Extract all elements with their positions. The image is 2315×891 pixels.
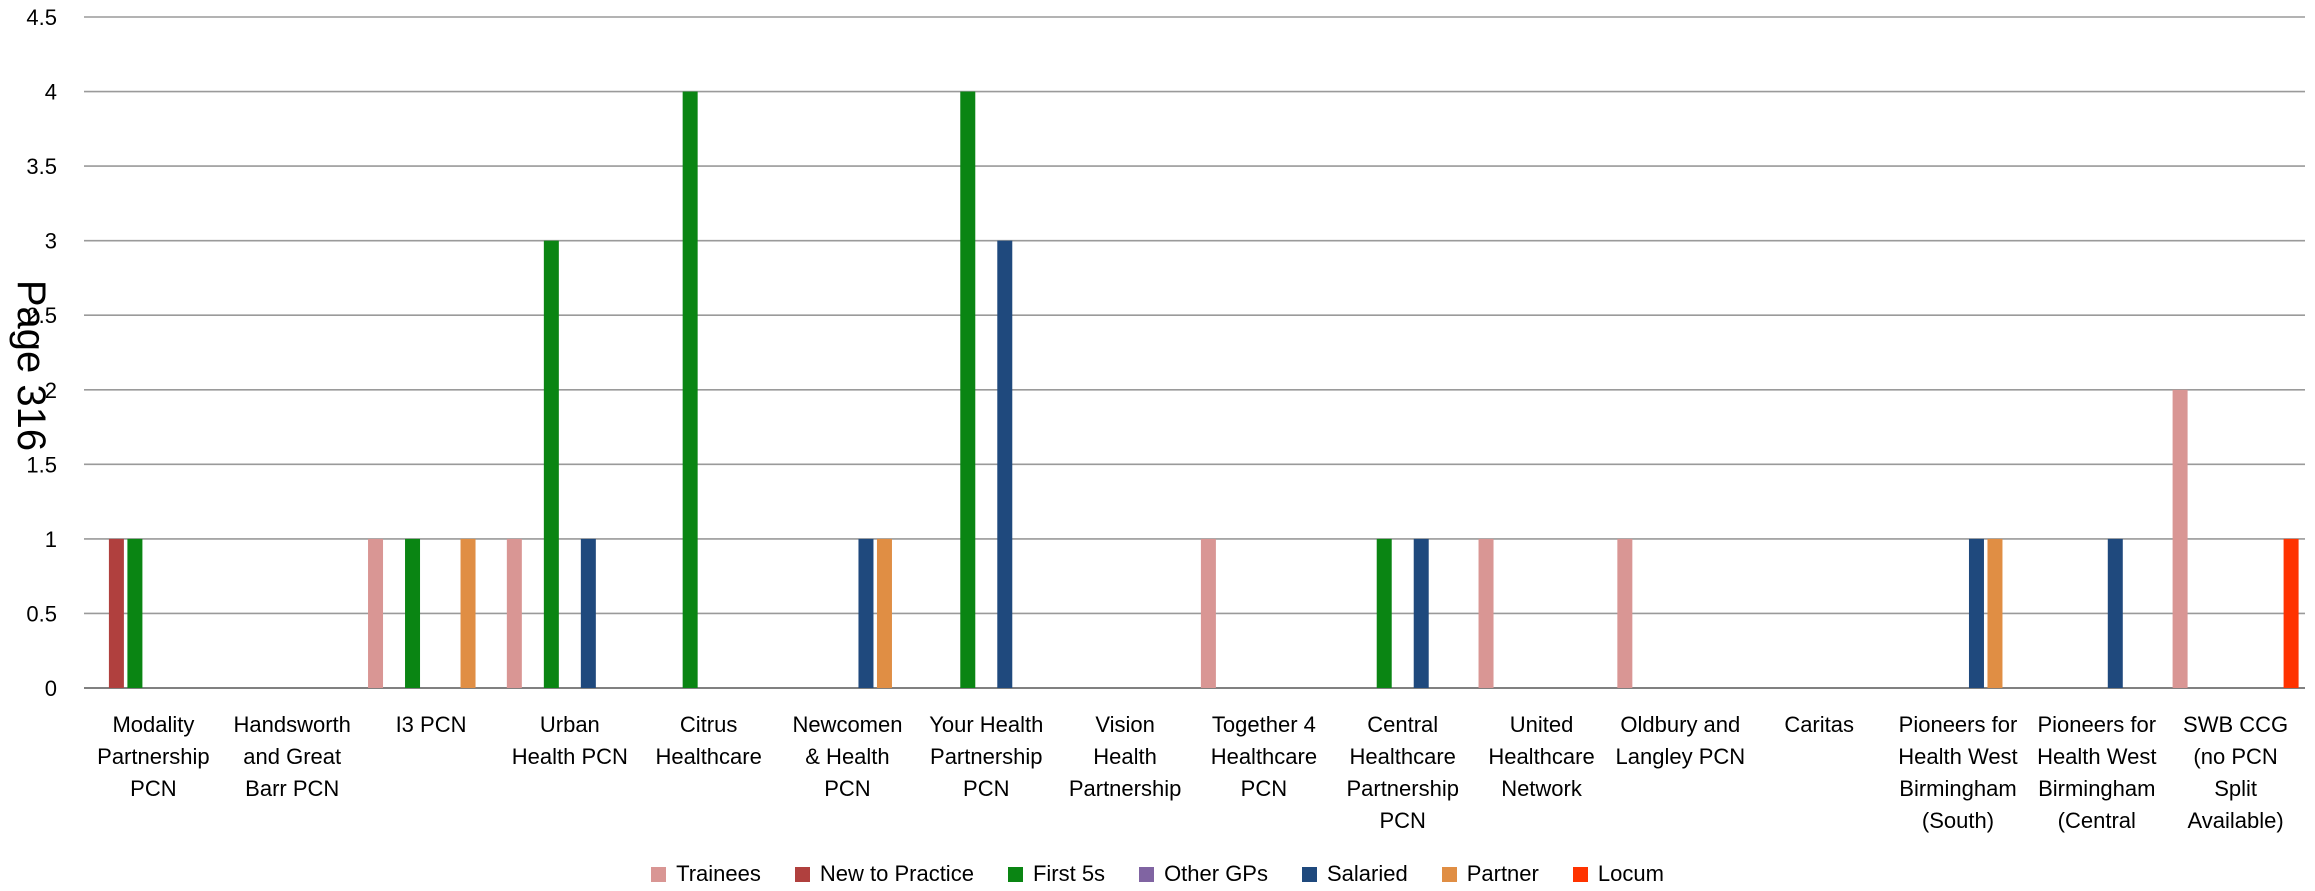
bar: [127, 538, 143, 688]
y-tick-label: 3.5: [26, 154, 57, 179]
x-category-label: Citrus Healthcare: [655, 712, 761, 769]
legend-swatch: [794, 866, 810, 882]
bar: [405, 538, 421, 688]
x-category-label: SWB CCG (no PCN Split Available): [2183, 712, 2288, 833]
legend-label: Trainees: [676, 861, 761, 886]
legend-swatch: [1301, 866, 1317, 882]
legend-swatch: [1007, 866, 1023, 882]
bar: [1617, 538, 1633, 688]
x-category-label: Oldbury and Langley PCN: [1616, 712, 1746, 769]
x-category-label: Pioneers for Health West Birmingham (Centra…: [2037, 712, 2156, 833]
legend-label: Partner: [1466, 861, 1539, 886]
bar: [1413, 538, 1429, 688]
bar: [1200, 538, 1216, 688]
bar: [368, 538, 384, 688]
bar: [960, 91, 976, 689]
bar: [108, 538, 124, 688]
y-tick-label: 0.5: [26, 601, 57, 626]
legend-label: Salaried: [1326, 861, 1408, 886]
y-axis-tick-labels: 0 0.5 1 1.5 2 2.5 3 3.5 4 4.5: [26, 5, 57, 701]
bar: [1987, 538, 2003, 688]
legend-item: Salaried: [1301, 861, 1408, 887]
legend-item: New to Practice: [794, 861, 974, 887]
legend-label: New to Practice: [819, 861, 974, 886]
legend-label: Locum: [1597, 861, 1664, 886]
y-tick-label: 0: [45, 676, 57, 701]
bar: [2172, 389, 2188, 688]
legend-label: Other GPs: [1164, 861, 1268, 886]
y-tick-label: 1.5: [26, 452, 57, 477]
legend-item: Locum: [1572, 861, 1664, 887]
x-category-label: Pioneers for Health West Birmingham (South): [1898, 712, 2017, 833]
gridlines: [84, 16, 2305, 689]
x-category-label: Your Health Partnership PCN: [929, 712, 1043, 801]
bar: [1478, 538, 1494, 688]
bar: [858, 538, 874, 688]
x-category-label: Handsworth and Great Barr PCN: [234, 712, 351, 801]
x-category-label: United Healthcare Network: [1488, 712, 1594, 801]
y-tick-label: 4.5: [26, 5, 57, 30]
legend-label: First 5s: [1032, 861, 1106, 886]
x-category-label: Central Healthcare Partnership PCN: [1346, 712, 1459, 833]
legend-item: Other GPs: [1139, 861, 1268, 887]
x-category-label: Urban Health PCN: [512, 712, 628, 769]
y-tick-label: 2.5: [26, 303, 57, 328]
x-category-label: Together 4 Healthcare PCN: [1211, 712, 1317, 801]
bar: [1376, 538, 1392, 688]
y-tick-label: 1: [45, 527, 57, 552]
bar: [506, 538, 522, 688]
x-axis-category-labels: Modality Partnership PCN Handsworth and Grea…: [97, 712, 2288, 833]
bar: [2283, 538, 2299, 688]
bar: [2107, 538, 2123, 688]
x-category-label: Modality Partnership PCN: [97, 712, 210, 801]
legend-swatch: [1572, 866, 1588, 882]
x-category-label: Vision Health Partnership: [1069, 712, 1182, 801]
y-tick-label: 2: [45, 378, 57, 403]
bar: [997, 240, 1013, 688]
legend-item: Trainees: [651, 861, 761, 887]
bar: [580, 538, 596, 688]
legend-item: First 5s: [1007, 861, 1106, 887]
bar: [682, 91, 698, 689]
bar: [543, 240, 559, 688]
legend-swatch: [651, 866, 667, 882]
x-category-label: Newcomen & Health PCN: [792, 712, 902, 801]
x-category-label: I3 PCN: [396, 712, 467, 737]
bar: [1968, 538, 1984, 688]
y-tick-label: 3: [45, 229, 57, 254]
legend-item: Partner: [1441, 861, 1539, 887]
bar: [876, 538, 892, 688]
legend-swatch: [1139, 866, 1155, 882]
legend: Trainees New to Practice First 5s Other GPs…: [0, 860, 2315, 888]
bar: [460, 538, 476, 688]
x-category-label: Caritas: [1784, 712, 1854, 737]
bars: [108, 91, 2299, 689]
legend-swatch: [1441, 866, 1457, 882]
y-tick-label: 4: [45, 80, 57, 105]
